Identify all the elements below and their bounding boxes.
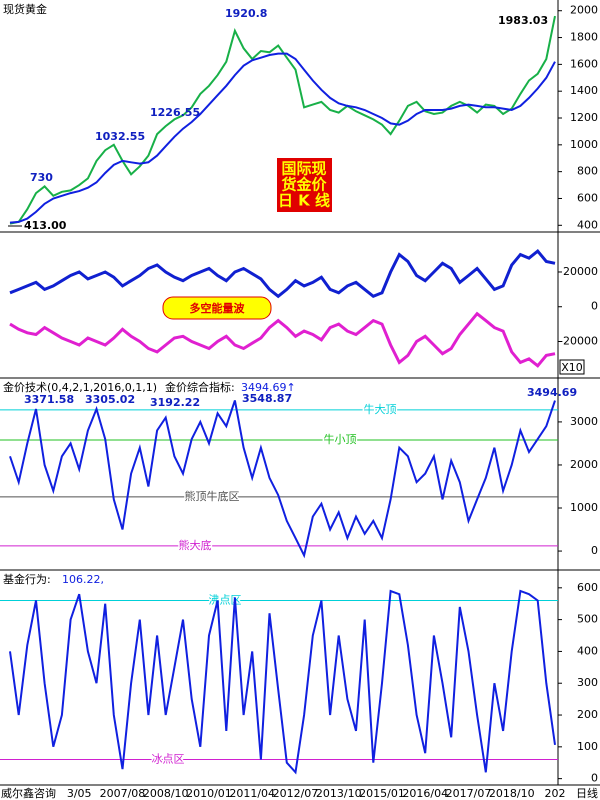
- indicator-label: 金价综合指标:: [165, 380, 235, 394]
- annotation: 1032.55: [95, 130, 145, 143]
- line-series: [9, 589, 556, 775]
- x-tick-label: 202: [545, 787, 566, 800]
- y-tick-label: 0: [591, 772, 598, 785]
- source-label: 威尔鑫咨询: [1, 786, 56, 800]
- y-tick-label: 3000: [570, 415, 598, 428]
- y-tick-label: 200: [577, 708, 598, 721]
- y-tick-label: 100: [577, 740, 598, 753]
- unit-label: X10: [561, 361, 583, 374]
- unit-box: [559, 359, 585, 375]
- y-tick-label: 600: [577, 191, 598, 204]
- x-tick-label: 2008/10: [143, 787, 189, 800]
- y-tick-label: 400: [577, 644, 598, 657]
- annotation: 3192.22: [150, 396, 200, 409]
- x-tick-label: 2016/04: [402, 787, 448, 800]
- annotation: 3371.58: [24, 393, 74, 406]
- x-tick-label: 2011/04: [229, 787, 275, 800]
- annotation: 1226.55: [150, 106, 200, 119]
- box-text: 货金价: [281, 176, 327, 194]
- panel-title: 金价技术(0,4,2,1,2016,0,1,1): [3, 380, 157, 394]
- label-pill: [162, 296, 272, 320]
- y-tick-label: 1400: [570, 84, 598, 97]
- y-tick-label: 400: [577, 218, 598, 231]
- reference-label: 牛小顶: [324, 432, 357, 446]
- y-tick-label: 500: [577, 613, 598, 626]
- reference-label: 冰点区: [152, 753, 185, 766]
- line-series: [9, 400, 556, 559]
- x-tick-label: 2013/10: [316, 787, 362, 800]
- y-tick-label: 300: [577, 676, 598, 689]
- x-tick-label: 2010/01: [186, 787, 232, 800]
- annotation: 730: [30, 171, 53, 184]
- y-tick-label: 2000: [570, 4, 598, 17]
- y-tick-label: 2000: [570, 458, 598, 471]
- box-text: 日 K 线: [278, 192, 330, 210]
- indicator-value: 106.22,: [62, 573, 104, 586]
- y-tick-label: 800: [577, 165, 598, 178]
- x-tick-label: 2015/01: [359, 787, 405, 800]
- box-text: 国际现: [281, 160, 326, 178]
- reference-label: 沸点区: [209, 594, 242, 607]
- annotation: 413.00: [24, 219, 67, 232]
- annotation: 3548.87: [242, 392, 292, 405]
- x-tick-label: 2017/07: [446, 787, 492, 800]
- indicator-value: 3494.69↑: [241, 381, 296, 394]
- y-tick-label: 600: [577, 581, 598, 594]
- reference-label: 熊顶牛底区: [185, 489, 240, 503]
- y-tick-label: 1800: [570, 31, 598, 44]
- line-series: [9, 249, 556, 299]
- y-tick-label: 1200: [570, 111, 598, 124]
- y-tick-label: 1600: [570, 57, 598, 70]
- y-tick-label: 1000: [570, 138, 598, 151]
- y-tick-label: 20000: [563, 265, 598, 278]
- reference-label: 牛大顶: [364, 402, 397, 416]
- panel-title: 现货黄金: [3, 2, 47, 16]
- y-tick-label: -20000: [559, 335, 598, 348]
- y-tick-label: 1000: [570, 501, 598, 514]
- y-tick-label: 0: [591, 300, 598, 313]
- annotation: 3494.69: [527, 386, 577, 399]
- line-series: [9, 52, 556, 224]
- line-series: [9, 15, 556, 225]
- panel-title: 基金行为:: [3, 572, 51, 586]
- panel-label: 多空能量波: [190, 301, 246, 315]
- y-tick-label: 0: [591, 544, 598, 557]
- annotation: 1920.8: [225, 7, 267, 20]
- label-box: [277, 158, 332, 212]
- annotation: 1983.03: [498, 14, 548, 27]
- x-tick-label: 2018/10: [489, 787, 535, 800]
- x-tick-label: 3/05: [67, 787, 92, 800]
- line-series: [9, 311, 556, 368]
- period-label: 日线: [576, 786, 598, 800]
- x-tick-label: 2007/08: [100, 787, 146, 800]
- x-tick-label: 2012/07: [273, 787, 319, 800]
- reference-label: 熊大底: [179, 538, 212, 552]
- annotation: 3305.02: [85, 393, 135, 406]
